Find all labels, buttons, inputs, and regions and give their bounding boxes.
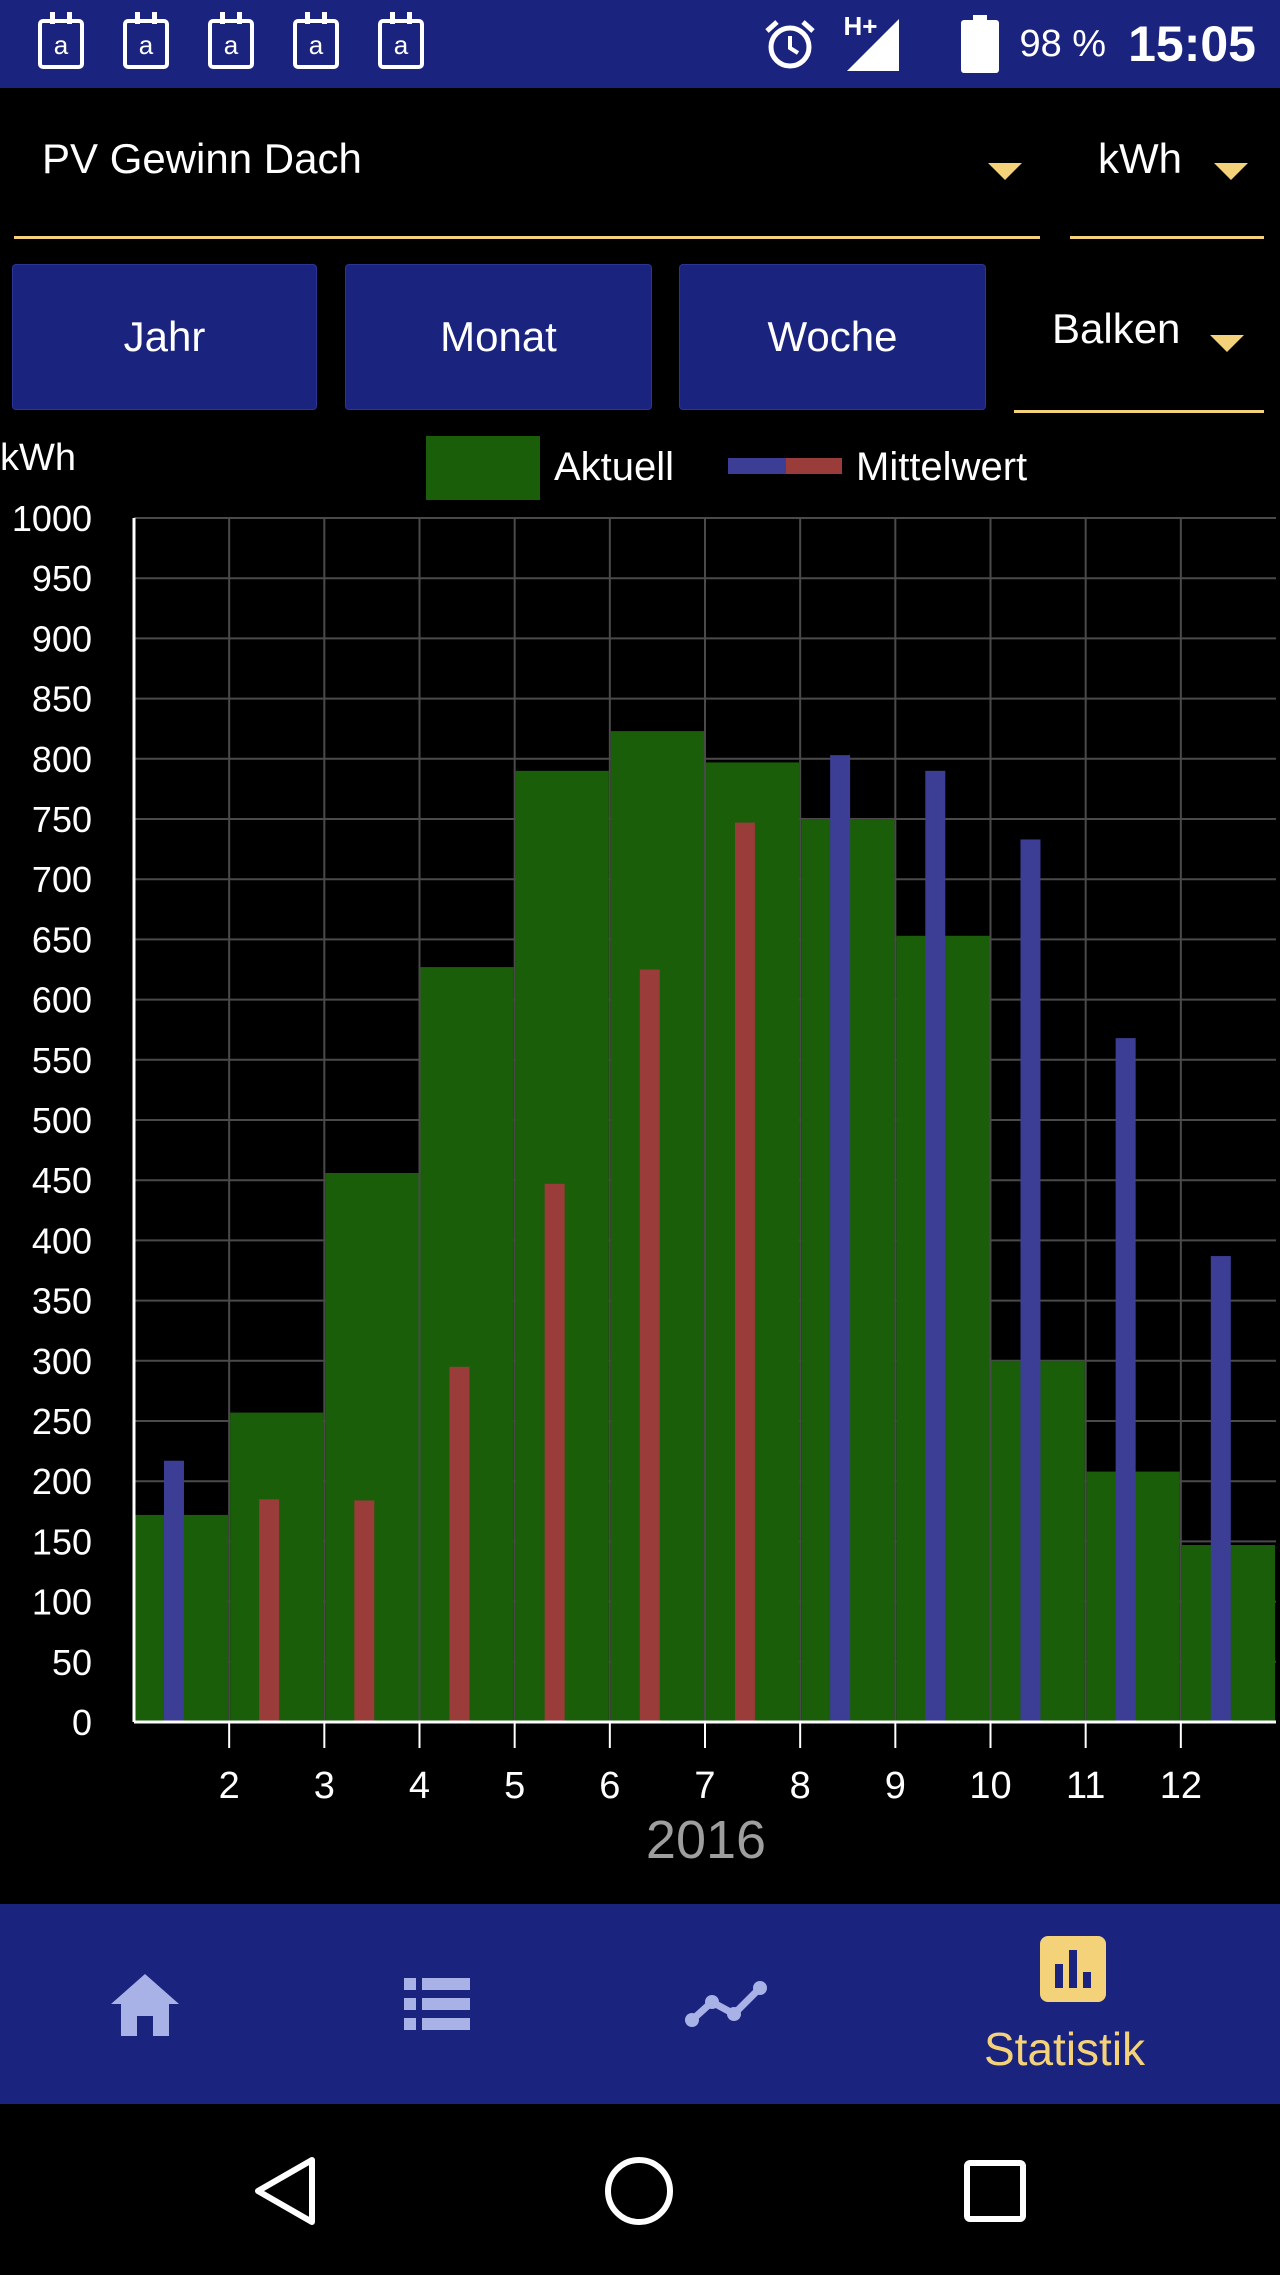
x-tick-label: 4: [409, 1765, 430, 1807]
unit-value: kWh: [1098, 135, 1182, 182]
bar-mittelwert: [1210, 1256, 1231, 1722]
nav-home[interactable]: [0, 1904, 290, 2104]
y-tick-label: 450: [32, 1160, 92, 1201]
bar-mittelwert: [259, 1499, 280, 1722]
recents-icon[interactable]: [963, 2159, 1027, 2223]
bar-mittelwert: [830, 755, 851, 1722]
legend-label-mittelwert: Mittelwert: [856, 445, 1027, 489]
chevron-down-icon: [1214, 163, 1248, 180]
x-tick-label: 2: [219, 1765, 240, 1807]
y-tick-label: 500: [32, 1100, 92, 1141]
y-tick-label: 400: [32, 1220, 92, 1261]
x-tick-label: 6: [599, 1765, 620, 1807]
bar-mittelwert: [1115, 1038, 1136, 1722]
clock: 15:05: [1128, 16, 1256, 72]
y-axis-label: kWh: [0, 437, 76, 479]
legend-swatch-mittelwert-future: [728, 458, 786, 474]
statistics-icon: [1040, 1936, 1106, 2002]
bar-mittelwert: [163, 1460, 184, 1722]
legend-label-aktuell: Aktuell: [554, 445, 674, 489]
home-circle-icon[interactable]: [603, 2155, 675, 2227]
calendar-icon: a: [123, 12, 169, 69]
y-tick-label: 1000: [12, 498, 92, 539]
notification-icons: a a a a a: [38, 12, 463, 69]
energy-bar-chart: 0 50 100 150 200 250 300 350 400 450 500 550 600 650 7…: [0, 436, 1276, 1870]
bottom-navigation: Statistik: [0, 1904, 1280, 2104]
bar-mittelwert: [544, 1183, 565, 1722]
x-tick-label: 11: [1066, 1765, 1105, 1807]
bar-mittelwert: [925, 770, 946, 1722]
y-tick-label: 700: [32, 859, 92, 900]
home-icon: [111, 1974, 179, 2036]
x-tick-label: 7: [694, 1765, 715, 1807]
x-axis-label: 2016: [646, 1810, 766, 1870]
data-source-value: PV Gewinn Dach: [42, 135, 362, 182]
y-tick-label: 950: [32, 558, 92, 599]
y-tick-label: 900: [32, 618, 92, 659]
y-tick-label: 300: [32, 1341, 92, 1382]
calendar-icon: a: [208, 12, 254, 69]
x-tick-label: 9: [885, 1765, 906, 1807]
x-tick-label: 5: [504, 1765, 525, 1807]
y-tick-label: 50: [52, 1642, 92, 1683]
back-icon[interactable]: [250, 2154, 320, 2228]
x-tick-label: 3: [314, 1765, 335, 1807]
chevron-down-icon: [988, 163, 1022, 180]
x-tick-label: 10: [969, 1765, 1011, 1807]
calendar-icon: a: [38, 12, 84, 69]
bar-mittelwert: [354, 1500, 375, 1722]
y-tick-label: 0: [72, 1702, 92, 1743]
legend-swatch-mittelwert-past: [786, 458, 842, 474]
legend-swatch-aktuell: [426, 436, 540, 500]
y-tick-label: 200: [32, 1461, 92, 1502]
nav-statistics-label: Statistik: [984, 2023, 1146, 2075]
year-button[interactable]: Jahr: [12, 264, 317, 410]
chart-style-value: Balken: [1052, 305, 1181, 352]
nav-list[interactable]: [290, 1904, 580, 2104]
alarm-icon: [765, 20, 816, 69]
trend-icon: [685, 1981, 767, 2027]
y-tick-label: 150: [32, 1521, 92, 1562]
chevron-down-icon: [1210, 335, 1244, 352]
calendar-icon: a: [378, 12, 424, 69]
network-type: H+: [843, 11, 878, 41]
week-button[interactable]: Woche: [679, 264, 986, 410]
y-tick-label: 800: [32, 739, 92, 780]
x-tick-label: 8: [790, 1765, 811, 1807]
y-tick-label: 750: [32, 799, 92, 840]
data-source-dropdown[interactable]: PV Gewinn Dach: [14, 108, 1040, 239]
y-tick-label: 650: [32, 919, 92, 960]
month-button[interactable]: Monat: [345, 264, 652, 410]
y-tick-label: 250: [32, 1401, 92, 1442]
battery-icon: [961, 15, 1000, 73]
y-tick-label: 550: [32, 1040, 92, 1081]
unit-dropdown[interactable]: kWh: [1070, 108, 1264, 239]
y-tick-label: 850: [32, 679, 92, 720]
signal-icon: H+: [843, 11, 901, 73]
nav-statistics[interactable]: Statistik: [870, 1904, 1280, 2104]
chart-style-dropdown[interactable]: Balken: [1014, 264, 1264, 413]
bar-mittelwert: [449, 1366, 470, 1722]
x-tick-label: 12: [1160, 1765, 1202, 1807]
system-navigation-bar: [0, 2104, 1280, 2275]
bar-mittelwert: [639, 969, 660, 1722]
y-tick-label: 600: [32, 980, 92, 1021]
y-tick-label: 350: [32, 1281, 92, 1322]
status-bar: a a a a a H+ 98 % 15:05: [0, 0, 1280, 88]
battery-percent: 98 %: [1019, 22, 1107, 65]
nav-trend[interactable]: [580, 1904, 870, 2104]
bar-mittelwert: [1020, 839, 1041, 1722]
y-tick-label: 100: [32, 1582, 92, 1623]
calendar-icon: a: [293, 12, 339, 69]
list-icon: [404, 1978, 470, 2030]
bar-mittelwert: [734, 822, 755, 1722]
